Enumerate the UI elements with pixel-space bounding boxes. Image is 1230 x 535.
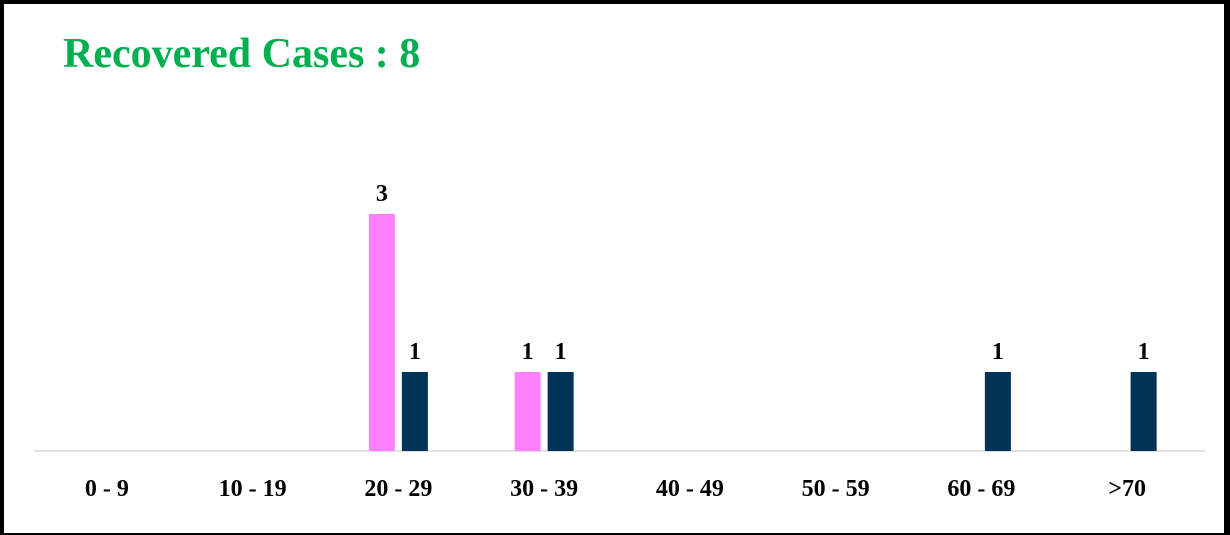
- x-tick-label: 50 - 59: [802, 476, 870, 502]
- data-label: 1: [1138, 339, 1150, 365]
- x-tick-label: >70: [1108, 476, 1146, 502]
- x-tick-labels: 0 - 9 10 - 19 20 - 29 30 - 39 40 - 49 50 - 59…: [85, 476, 1146, 502]
- bars-layer: [368, 214, 1157, 451]
- data-labels-layer: 31 1 1 1 1: [376, 181, 1150, 365]
- data-label: 3: [376, 181, 388, 207]
- chart-title: Recovered Cases : 8: [63, 31, 421, 77]
- data-label: 1: [522, 339, 534, 365]
- x-tick-label: 10 - 19: [219, 476, 287, 502]
- x-tick-label: 40 - 49: [656, 476, 724, 502]
- bar: [368, 214, 395, 451]
- bar: [514, 372, 541, 451]
- bar: [1130, 372, 1157, 451]
- x-tick-label: 30 - 39: [510, 476, 578, 502]
- x-tick-label: 60 - 69: [947, 476, 1015, 502]
- bar: [984, 372, 1011, 451]
- bar: [401, 372, 428, 451]
- data-label: 1: [555, 339, 567, 365]
- x-tick-label: 20 - 29: [364, 476, 432, 502]
- x-tick-label: 0 - 9: [85, 476, 129, 502]
- data-label: 1: [409, 339, 421, 365]
- data-label: 1: [992, 339, 1004, 365]
- bar: [547, 372, 574, 451]
